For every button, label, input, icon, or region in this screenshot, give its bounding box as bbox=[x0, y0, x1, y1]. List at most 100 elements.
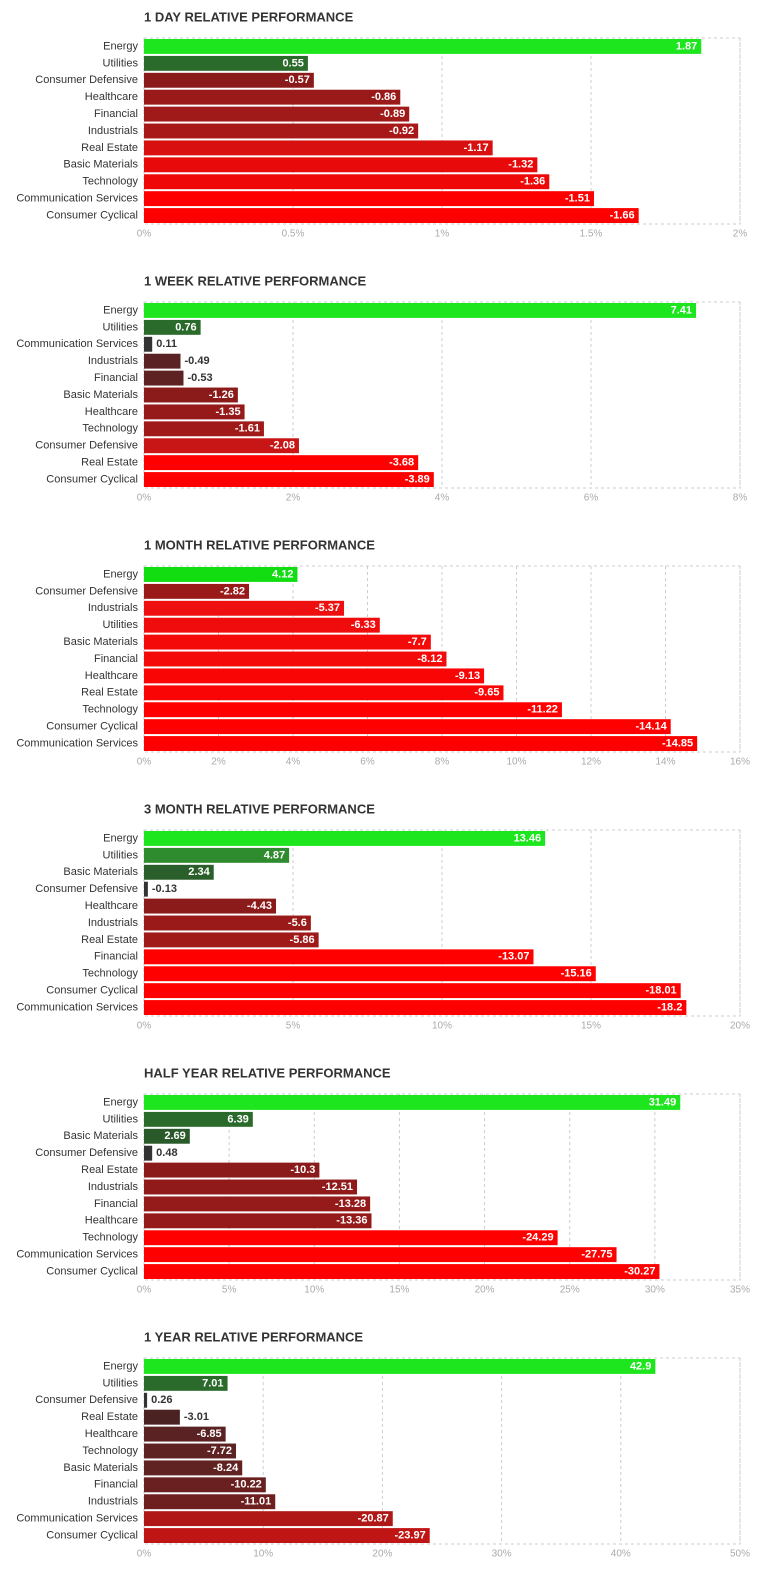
category-label: Consumer Defensive bbox=[35, 883, 138, 895]
value-label: -1.66 bbox=[610, 209, 635, 221]
category-label: Communication Services bbox=[16, 1513, 138, 1525]
bar bbox=[144, 864, 214, 880]
x-tick-label: 15% bbox=[581, 1021, 601, 1032]
bar bbox=[144, 1477, 266, 1493]
x-tick-label: 0% bbox=[137, 1549, 152, 1560]
category-label: Communication Services bbox=[16, 737, 138, 749]
category-label: Technology bbox=[82, 176, 138, 188]
category-label: Basic Materials bbox=[63, 1462, 138, 1474]
value-label: 0.48 bbox=[156, 1147, 177, 1159]
bar bbox=[144, 1375, 228, 1391]
value-label: -18.01 bbox=[645, 985, 676, 997]
x-tick-label: 20% bbox=[730, 1021, 750, 1032]
category-label: Utilities bbox=[103, 1377, 139, 1389]
category-label: Consumer Defensive bbox=[35, 440, 138, 452]
value-label: 0.76 bbox=[175, 321, 196, 333]
value-label: 6.39 bbox=[227, 1113, 248, 1125]
value-label: -9.13 bbox=[455, 670, 480, 682]
bar bbox=[144, 140, 493, 156]
x-tick-label: 8% bbox=[733, 493, 748, 504]
value-label: -8.24 bbox=[213, 1462, 239, 1474]
chart-title: 1 MONTH RELATIVE PERFORMANCE bbox=[144, 537, 375, 552]
bar bbox=[144, 1179, 358, 1195]
category-label: Real Estate bbox=[81, 687, 138, 699]
bar bbox=[144, 370, 184, 386]
value-label: -1.51 bbox=[565, 193, 590, 205]
value-label: -10.22 bbox=[231, 1479, 262, 1491]
category-label: Industrials bbox=[88, 1496, 139, 1508]
bar bbox=[144, 106, 410, 122]
category-label: Consumer Cyclical bbox=[46, 1265, 138, 1277]
value-label: -6.85 bbox=[197, 1428, 222, 1440]
category-label: Communication Services bbox=[16, 1001, 138, 1013]
category-label: Healthcare bbox=[85, 900, 138, 912]
x-tick-label: 2% bbox=[733, 229, 748, 240]
chart-title: 3 MONTH RELATIVE PERFORMANCE bbox=[144, 801, 375, 816]
category-label: Consumer Cyclical bbox=[46, 1529, 138, 1541]
bar bbox=[144, 303, 697, 318]
category-label: Real Estate bbox=[81, 457, 138, 469]
bar bbox=[144, 353, 181, 369]
x-tick-label: 5% bbox=[222, 1285, 237, 1296]
category-label: Utilities bbox=[103, 321, 139, 333]
bar bbox=[144, 881, 148, 897]
value-label: 13.46 bbox=[514, 832, 542, 844]
bar bbox=[144, 1111, 253, 1127]
x-tick-label: 6% bbox=[360, 757, 375, 768]
value-label: -1.36 bbox=[520, 176, 545, 188]
value-label: -3.01 bbox=[184, 1411, 209, 1423]
value-label: -7.72 bbox=[207, 1445, 232, 1457]
category-label: Technology bbox=[82, 1445, 138, 1457]
bar bbox=[144, 1511, 393, 1527]
bar bbox=[144, 123, 419, 139]
bar bbox=[144, 1460, 243, 1476]
x-tick-label: 1.5% bbox=[580, 229, 603, 240]
category-label: Industrials bbox=[88, 917, 139, 929]
bar bbox=[144, 455, 419, 471]
value-label: -13.07 bbox=[498, 951, 529, 963]
value-label: -13.36 bbox=[336, 1215, 367, 1227]
bar bbox=[144, 668, 485, 684]
value-label: -5.37 bbox=[315, 602, 340, 614]
bar bbox=[144, 831, 546, 846]
category-label: Consumer Cyclical bbox=[46, 721, 138, 733]
x-tick-label: 10% bbox=[304, 1285, 324, 1296]
bar bbox=[144, 472, 434, 487]
bar bbox=[144, 174, 550, 190]
value-label: -0.89 bbox=[380, 108, 405, 120]
category-label: Healthcare bbox=[85, 91, 138, 103]
value-label: -0.13 bbox=[152, 883, 177, 895]
value-label: -8.12 bbox=[417, 653, 442, 665]
value-label: -0.57 bbox=[285, 74, 310, 86]
category-label: Basic Materials bbox=[63, 636, 138, 648]
bar bbox=[144, 1409, 180, 1425]
x-tick-label: 12% bbox=[581, 757, 601, 768]
category-label: Healthcare bbox=[85, 406, 138, 418]
value-label: -18.2 bbox=[657, 1001, 682, 1013]
value-label: 7.01 bbox=[202, 1377, 223, 1389]
category-label: Utilities bbox=[103, 1113, 139, 1125]
bar bbox=[144, 583, 250, 599]
category-label: Healthcare bbox=[85, 1428, 138, 1440]
category-label: Basic Materials bbox=[63, 159, 138, 171]
value-label: 7.41 bbox=[671, 304, 692, 316]
bar bbox=[144, 898, 277, 914]
bar bbox=[144, 1359, 656, 1374]
category-label: Real Estate bbox=[81, 142, 138, 154]
value-label: -1.32 bbox=[508, 159, 533, 171]
category-label: Communication Services bbox=[16, 1249, 138, 1261]
value-label: -3.68 bbox=[389, 457, 414, 469]
category-label: Communication Services bbox=[16, 338, 138, 350]
x-tick-label: 5% bbox=[286, 1021, 301, 1032]
x-tick-label: 4% bbox=[435, 493, 450, 504]
value-label: 31.49 bbox=[649, 1096, 677, 1108]
bar bbox=[144, 1128, 190, 1144]
x-tick-label: 16% bbox=[730, 757, 750, 768]
x-tick-label: 20% bbox=[475, 1285, 495, 1296]
category-label: Utilities bbox=[103, 57, 139, 69]
bar bbox=[144, 1392, 148, 1408]
category-label: Industrials bbox=[88, 125, 139, 137]
category-label: Industrials bbox=[88, 602, 139, 614]
category-label: Real Estate bbox=[81, 1411, 138, 1423]
